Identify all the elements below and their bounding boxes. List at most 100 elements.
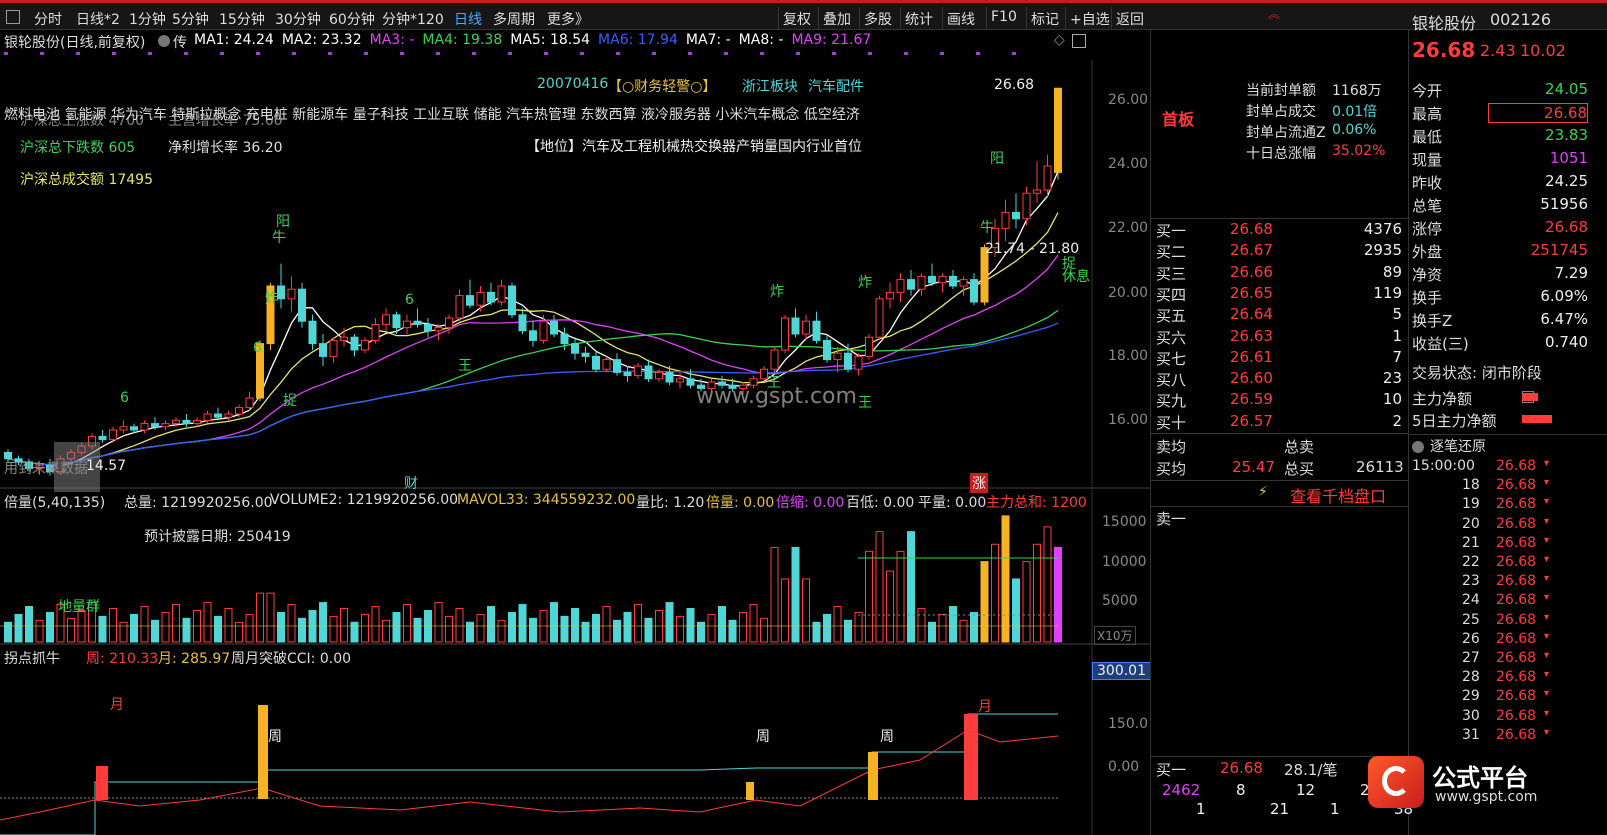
price-axis-tick: 16.00 <box>1108 412 1149 428</box>
toolbar-right-item-8[interactable]: 返回 <box>1116 12 1144 28</box>
tick-title[interactable]: 逐笔还原 <box>1412 436 1486 456</box>
volume-bar <box>980 561 989 643</box>
candle-body <box>287 288 296 300</box>
turnover: 沪深总成交额 17495 <box>20 172 153 188</box>
stock-name[interactable]: 银轮股份 <box>1412 14 1477 33</box>
tick-price-4: 26.68 <box>1496 534 1537 551</box>
candle-body <box>119 426 128 431</box>
bid-p-1[interactable]: 26.67 <box>1230 241 1273 260</box>
cci-label-2: 周 <box>756 729 770 745</box>
low-label: 14.57 <box>86 458 127 474</box>
toolbar-item-1[interactable]: 日线*2 <box>76 12 120 28</box>
total-buy-value: 26113 <box>1356 458 1404 476</box>
toolbar-item-5[interactable]: 30分钟 <box>275 12 321 28</box>
dotted-mark <box>904 52 908 55</box>
volume-bar <box>613 619 621 643</box>
candle-body <box>749 378 758 386</box>
stock-code[interactable]: 002126 <box>1490 10 1552 29</box>
stat-label-7: 外盘 <box>1412 243 1443 261</box>
bid-k-0: 买一 <box>1156 222 1187 240</box>
bid-v-2: 89 <box>1382 262 1402 281</box>
bid-p-5[interactable]: 26.63 <box>1230 326 1273 345</box>
stock-title[interactable]: 银轮股份(日线,前复权) <box>4 35 146 51</box>
bid-p-4[interactable]: 26.64 <box>1230 305 1273 324</box>
kline-chart-area[interactable]: 银轮股份(日线,前复权) 传 MA1: 24.24 MA2: 23.32 MA3: … <box>0 30 1151 835</box>
low-highlight-box <box>54 442 100 492</box>
candle-body <box>466 295 474 306</box>
ma-legend: MA1: 24.24 MA2: 23.32 MA3: - MA4: 19.38 MA5:… <box>194 32 879 48</box>
candle-body <box>161 423 170 428</box>
toolbar-item-0[interactable]: 分时 <box>34 12 62 28</box>
tick-price-0: 26.68 <box>1496 458 1537 474</box>
bid-p-9[interactable]: 26.57 <box>1230 411 1273 430</box>
bid-p-2[interactable]: 26.66 <box>1230 262 1273 281</box>
chevron-down-icon[interactable] <box>1412 441 1424 453</box>
quote-panel: 银轮股份 002126 26.68 2.43 10.02 首板 当前封单额 11… <box>1150 10 1607 835</box>
ma-label-5: MA5: 18.54 <box>510 32 591 48</box>
tick-time-7: 24 <box>1462 592 1480 609</box>
stat-label-8: 净资 <box>1412 266 1443 284</box>
down-arrow-icon: ▾ <box>1544 630 1550 642</box>
bid-k-4: 买五 <box>1156 307 1187 326</box>
toolbar-item-4[interactable]: 15分钟 <box>219 12 265 28</box>
chart-mark-10: 阳 <box>990 151 1004 167</box>
view-depth-link[interactable]: 查看千档盘口 <box>1290 487 1387 506</box>
volume-bar <box>676 615 684 643</box>
toolbar-right-item-5[interactable]: F10 <box>991 9 1017 25</box>
candle-body <box>928 275 936 284</box>
diamond-icon[interactable]: ◇ <box>1054 32 1065 48</box>
candle-body <box>959 279 968 287</box>
seal-amount-label: 当前封单额 <box>1246 83 1316 99</box>
toolbar-item-8[interactable]: 日线 <box>454 12 482 28</box>
ma-label-7: MA7: - <box>685 32 731 48</box>
toolbar-right-item-0[interactable]: 复权 <box>783 12 811 28</box>
toolbar-item-3[interactable]: 5分钟 <box>172 12 209 28</box>
layout-icon[interactable] <box>1072 34 1086 48</box>
collapse-arrow-icon[interactable]: ︽ <box>1268 7 1281 21</box>
ground-volume: 地量群 <box>58 599 100 615</box>
bid-p-8[interactable]: 26.59 <box>1230 390 1273 409</box>
watermark: www.gspt.com <box>696 384 857 409</box>
bid-p-6[interactable]: 26.61 <box>1230 347 1273 366</box>
toolbar-item-10[interactable]: 更多》 <box>547 12 589 28</box>
toolbar-item-9[interactable]: 多周期 <box>493 12 535 28</box>
bid-k-2: 买三 <box>1156 264 1187 283</box>
candle-body <box>329 339 338 357</box>
volume-bar <box>445 615 453 643</box>
toolbar-item-2[interactable]: 1分钟 <box>129 12 166 28</box>
window-icon[interactable] <box>6 10 20 24</box>
stat-value-10: 6.47% <box>1540 310 1588 328</box>
tick-time-2: 19 <box>1462 496 1480 513</box>
bid-p-0[interactable]: 26.68 <box>1230 220 1273 238</box>
dotted-mark <box>796 52 800 55</box>
bid-p-3[interactable]: 26.65 <box>1230 283 1273 302</box>
toolbar-right-item-6[interactable]: 标记 <box>1031 12 1059 28</box>
sector-tag[interactable]: 浙江板块 <box>742 79 798 95</box>
toolbar-separator <box>986 7 987 29</box>
toolbar-item-6[interactable]: 60分钟 <box>329 12 375 28</box>
cci-title[interactable]: 拐点抓牛 <box>4 651 60 667</box>
toolbar-separator <box>900 7 901 29</box>
toolbar-right-item-3[interactable]: 统计 <box>905 12 933 28</box>
toolbar-separator <box>818 7 819 29</box>
candle-body <box>172 419 180 425</box>
price-axis-tick: 26.00 <box>1108 92 1149 108</box>
toolbar-right-item-2[interactable]: 多股 <box>864 12 892 28</box>
volume-title[interactable]: 倍量(5,40,135) <box>4 495 106 511</box>
toolbar-right-item-4[interactable]: 画线 <box>947 12 975 28</box>
industry-tag[interactable]: 汽车配件 <box>808 79 864 95</box>
volume-bar <box>1001 515 1010 643</box>
bid-p-7[interactable]: 26.60 <box>1230 369 1273 388</box>
volume-bar <box>25 606 33 643</box>
candle-body <box>760 368 768 380</box>
dotted-mark <box>1012 52 1016 55</box>
main-flow-label: 主力净额 <box>1412 390 1473 408</box>
toolbar-item-7[interactable]: 分钟*120 <box>382 12 444 28</box>
dropdown-icon[interactable] <box>158 35 170 47</box>
candle-body <box>676 378 684 383</box>
toolbar-right-item-7[interactable]: +自选 <box>1070 12 1110 28</box>
candle-body <box>109 429 117 441</box>
toolbar-right-item-1[interactable]: 叠加 <box>823 12 851 28</box>
down-arrow-icon: ▾ <box>1544 669 1550 681</box>
volume-bar <box>802 578 810 643</box>
